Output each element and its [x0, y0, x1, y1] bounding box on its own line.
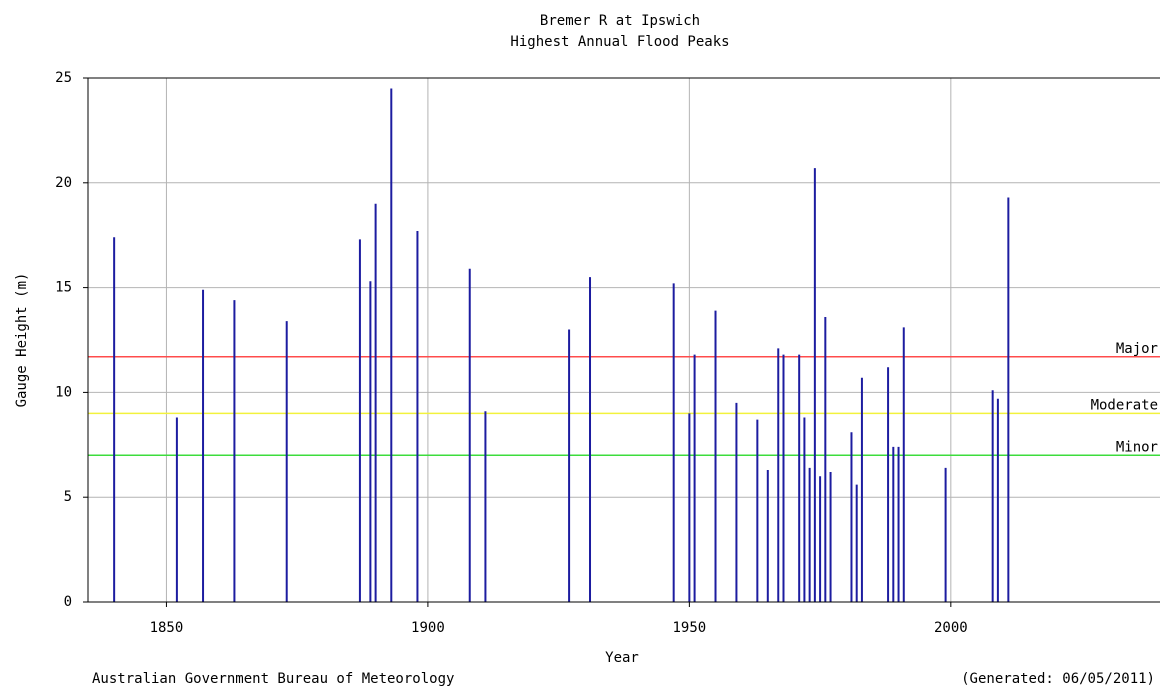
reference-label: Moderate	[1091, 397, 1158, 413]
x-axis-label: Year	[605, 650, 639, 666]
reference-label: Minor	[1116, 439, 1158, 455]
x-tick-label: 1850	[150, 620, 184, 636]
x-tick-label: 2000	[934, 620, 968, 636]
y-tick-label: 20	[55, 175, 72, 191]
chart-subtitle: Highest Annual Flood Peaks	[510, 34, 729, 50]
y-axis-label: Gauge Height (m)	[14, 273, 30, 408]
y-tick-label: 5	[64, 489, 72, 505]
y-tick-label: 15	[55, 280, 72, 296]
y-tick-label: 0	[64, 594, 72, 610]
x-tick-label: 1950	[673, 620, 707, 636]
footer-right: (Generated: 06/05/2011)	[961, 671, 1155, 687]
footer-left: Australian Government Bureau of Meteorol…	[92, 671, 454, 687]
reference-label: Major	[1116, 341, 1158, 357]
x-tick-label: 1900	[411, 620, 445, 636]
y-tick-label: 25	[55, 70, 72, 86]
y-tick-label: 10	[55, 384, 72, 400]
chart-title: Bremer R at Ipswich	[540, 13, 700, 29]
